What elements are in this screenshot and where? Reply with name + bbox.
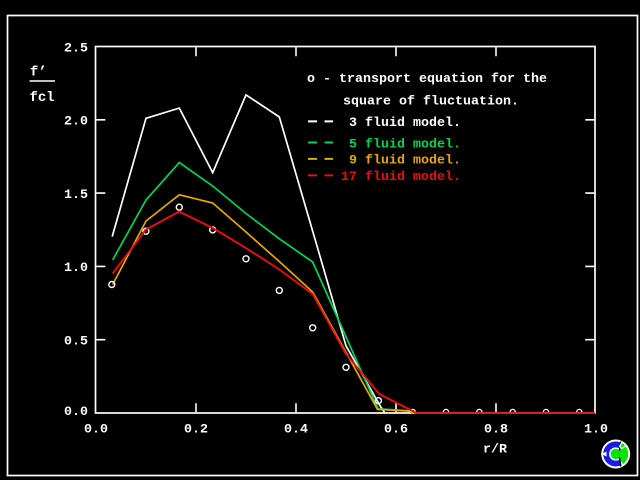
svg-text:fcl: fcl	[30, 90, 55, 106]
svg-text:3 fluid model.: 3 fluid model.	[349, 116, 461, 131]
svg-text:2.0: 2.0	[64, 115, 88, 130]
svg-text:1.5: 1.5	[64, 188, 88, 203]
svg-text:0.8: 0.8	[484, 422, 508, 437]
svg-text:0.5: 0.5	[64, 335, 88, 350]
svg-text:2.5: 2.5	[64, 41, 88, 56]
svg-text:0.2: 0.2	[184, 422, 208, 437]
svg-text:0.6: 0.6	[384, 422, 408, 437]
svg-text:r/R: r/R	[483, 442, 507, 457]
svg-text:0.4: 0.4	[284, 422, 308, 437]
svg-text:17 fluid model.: 17 fluid model.	[341, 170, 461, 185]
svg-text:o - transport equation for the: o - transport equation for the	[307, 72, 547, 87]
svg-text:1.0: 1.0	[64, 261, 88, 276]
svg-text:1.0: 1.0	[584, 422, 608, 437]
svg-text:0.0: 0.0	[84, 422, 108, 437]
svg-text:square of fluctuation.: square of fluctuation.	[343, 94, 519, 109]
svg-text:5 fluid model.: 5 fluid model.	[349, 137, 461, 152]
svg-text:f’: f’	[30, 64, 47, 80]
svg-text:0.0: 0.0	[64, 405, 88, 420]
svg-text:9 fluid model.: 9 fluid model.	[349, 154, 461, 169]
